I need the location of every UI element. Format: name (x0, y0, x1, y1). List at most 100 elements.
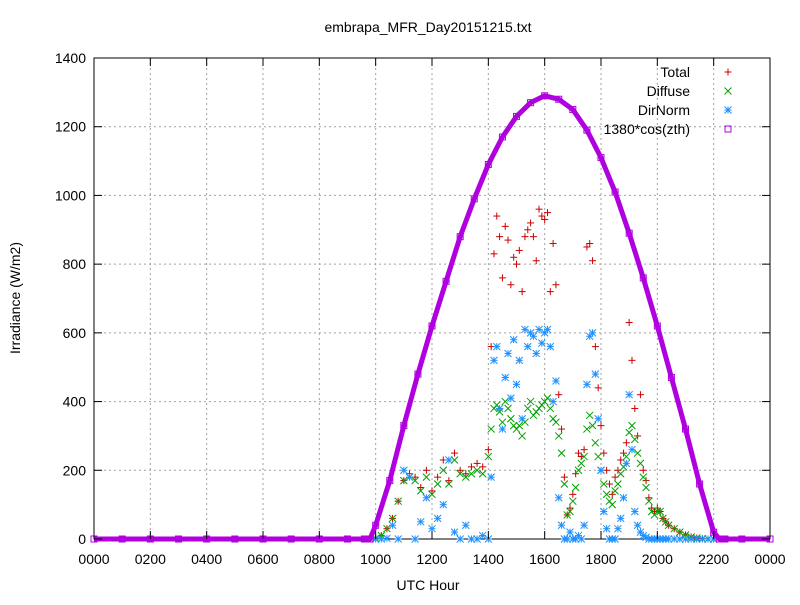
dirnorm-point (583, 380, 591, 389)
diffuse-point (622, 452, 631, 461)
legend-item: DirNorm (638, 102, 732, 118)
total-point (518, 288, 526, 296)
cos-zth-point (118, 535, 126, 543)
cos-zth-point (527, 99, 535, 107)
diffuse-point (383, 524, 391, 533)
x-tick-label: 0800 (304, 551, 335, 567)
diffuse-point (645, 497, 653, 506)
cos-zth-point (484, 161, 492, 169)
dirnorm-point (554, 493, 563, 502)
dirnorm-point (552, 377, 560, 385)
diffuse-point (473, 466, 481, 475)
x-tick-label: 1200 (416, 551, 447, 567)
total-point (434, 473, 442, 481)
diffuse-point (568, 497, 577, 506)
dirnorm-point (614, 524, 622, 533)
diffuse-point (608, 500, 617, 509)
total-point (462, 470, 470, 478)
dirnorm-point (515, 356, 524, 365)
dirnorm-point (461, 521, 470, 530)
legend-item: Total (660, 64, 732, 80)
total-point (586, 240, 594, 248)
diffuse-point (450, 456, 459, 464)
cos-zth-point (366, 535, 374, 543)
y-tick-label: 400 (63, 394, 87, 410)
total-point (605, 480, 613, 488)
x-tick-label: 0000 (78, 551, 109, 567)
cos-zth-point (682, 425, 689, 433)
dirnorm-point (532, 349, 541, 358)
diffuse-point (591, 438, 600, 447)
legend-label: Diffuse (647, 83, 691, 99)
total-point (521, 233, 529, 241)
diffuse-point (411, 476, 419, 485)
diffuse-point (571, 483, 580, 492)
diffuse-point (526, 397, 535, 406)
legend-marker (724, 87, 732, 95)
y-axis-ticks: 0 200 400 600 800 1000 1200 1400 (55, 50, 770, 547)
legend-item: 1380*cos(zth) (604, 121, 732, 137)
dirnorm-point (566, 528, 574, 536)
dirnorm-point (487, 473, 496, 482)
total-point (535, 205, 543, 213)
total-point (524, 226, 532, 234)
x-tick-label: 1800 (585, 551, 616, 567)
y-tick-label: 600 (63, 325, 87, 341)
cos-zth-point (667, 374, 675, 382)
diffuse-point (580, 452, 588, 461)
y-tick-label: 1400 (55, 50, 86, 66)
total-point (507, 281, 515, 289)
legend-label: DirNorm (638, 102, 690, 118)
dirnorm-point (597, 466, 605, 475)
dirnorm-point (504, 349, 512, 358)
dirnorm-point (625, 390, 634, 399)
total-point (504, 236, 512, 244)
diffuse-point (484, 452, 493, 461)
diffuse-point (636, 459, 645, 468)
dirnorm-point (599, 507, 608, 516)
dirnorm-point (594, 414, 603, 423)
cos-zth-point (625, 229, 633, 237)
diffuse-point (583, 425, 591, 433)
x-tick-label: 2200 (698, 551, 729, 567)
cos-zth-envelope-line (94, 93, 770, 542)
dirnorm-point (622, 459, 631, 468)
diffuse-point (585, 411, 594, 420)
total-point (473, 459, 481, 467)
dirnorm-point (399, 466, 408, 475)
x-axis-ticks: 0000 0200 0400 0600 0800 1000 1200 1400 1600 1800… (78, 58, 786, 567)
total-point (631, 404, 639, 412)
diffuse-point (445, 480, 453, 488)
diffuse-point (642, 483, 650, 492)
x-tick-label: 0600 (247, 551, 278, 567)
total-point (498, 274, 506, 282)
dirnorm-point (537, 339, 546, 348)
cos-zth-point (639, 274, 647, 282)
dirnorm-point (495, 404, 504, 413)
total-point (591, 343, 599, 351)
cos-zth-point (456, 233, 464, 241)
cos-zth-point (541, 92, 549, 100)
cos-zth-point (653, 322, 661, 330)
total-point (549, 240, 557, 248)
legend-label: Total (660, 64, 690, 80)
diffuse-point (501, 397, 510, 406)
diffuse-point (523, 404, 532, 413)
legend-marker (724, 68, 732, 76)
dirnorm-point (580, 521, 588, 530)
total-point (645, 494, 653, 502)
dirnorm-point (518, 414, 526, 423)
diffuse-point (633, 449, 642, 457)
total-point (513, 260, 520, 268)
series-dirnorm (371, 325, 718, 543)
dirnorm-point (394, 535, 403, 543)
dirnorm-point (383, 534, 391, 543)
total-point (636, 391, 644, 399)
total-point (422, 466, 430, 474)
dirnorm-point (633, 521, 642, 530)
dirnorm-point (557, 521, 566, 530)
diffuse-point (560, 480, 569, 488)
total-point (597, 422, 605, 430)
series-group (90, 92, 774, 543)
dirnorm-point (422, 493, 431, 502)
